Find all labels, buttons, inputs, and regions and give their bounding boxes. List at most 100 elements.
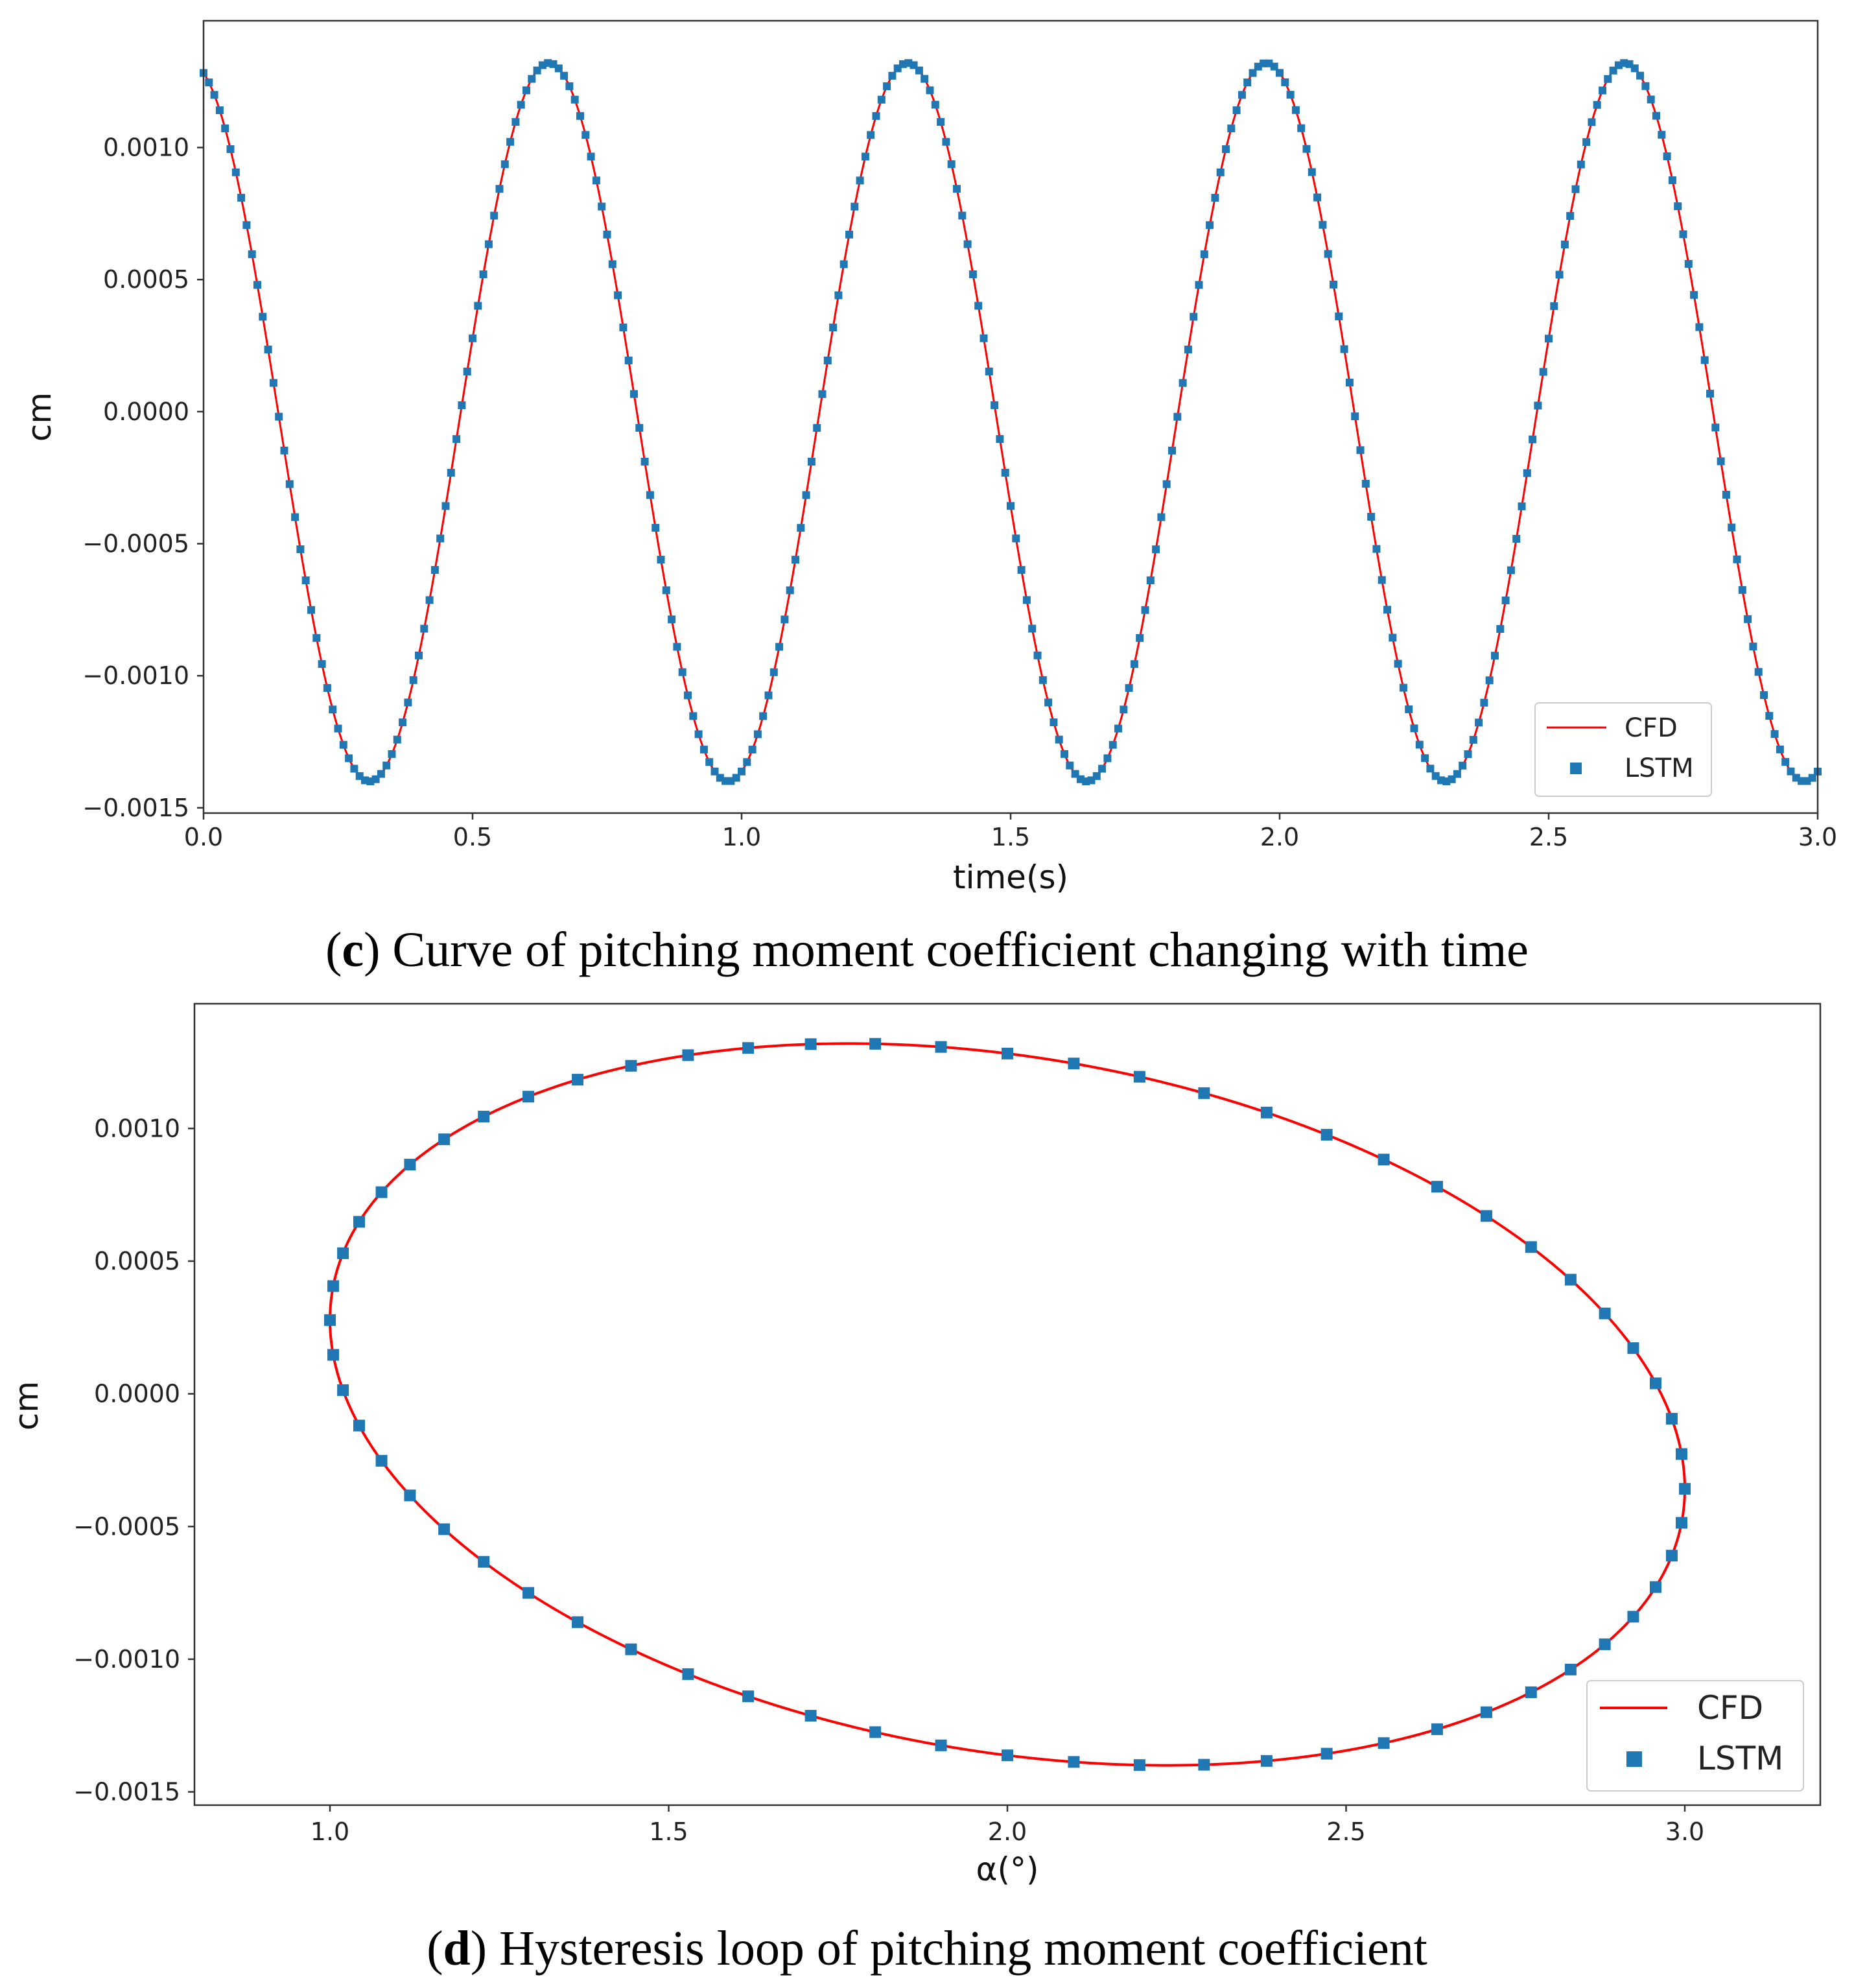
chart-c-lstm-point <box>662 586 670 595</box>
chart-c-lstm-point <box>1227 124 1236 133</box>
chart-d-caption-label: d <box>443 1921 471 1976</box>
chart-c-lstm-point <box>1276 69 1284 77</box>
chart-c-lstm-point <box>463 368 471 376</box>
chart-c-lstm-point <box>996 435 1004 444</box>
chart-c-lstm-point <box>1658 130 1666 139</box>
chart-c-lstm-point <box>1405 705 1413 713</box>
chart-c-lstm-point <box>1787 767 1795 775</box>
chart-c-x-tick-label: 0.5 <box>453 823 492 851</box>
chart-c-lstm-point <box>1022 596 1031 604</box>
chart-c-lstm-point <box>829 324 838 332</box>
chart-c-lstm-point <box>1545 335 1553 343</box>
chart-c-y-label: cm <box>21 392 58 442</box>
chart-c-lstm-point <box>248 250 256 259</box>
chart-c-lstm-point <box>296 545 305 554</box>
chart-d-lstm-point <box>1133 1759 1145 1771</box>
chart-c-lstm-point <box>1378 576 1386 584</box>
chart-c-lstm-point <box>581 131 590 139</box>
chart-d-marks <box>324 1037 1691 1771</box>
chart-c-y-tick-label: −0.0005 <box>82 530 189 558</box>
chart-c-cfd-line <box>202 62 1819 783</box>
chart-c-lstm-point <box>242 221 251 230</box>
chart-c-lstm-point <box>861 152 869 161</box>
chart-c-lstm-point <box>1308 168 1316 176</box>
chart-d-y-tick-label: −0.0010 <box>73 1645 180 1674</box>
chart-d-lstm-point <box>1599 1307 1611 1319</box>
chart-c-y-tick-label: −0.0010 <box>82 661 189 690</box>
chart-c-lstm-point <box>1781 758 1790 766</box>
chart-d-lstm-point <box>1525 1686 1537 1698</box>
chart-d-lstm-point <box>478 1556 490 1568</box>
chart-c-lstm-point <box>1577 160 1585 169</box>
chart-c-lstm-point <box>694 730 703 739</box>
chart-d-lstm-point <box>337 1384 349 1396</box>
chart-c-lstm-point <box>1017 565 1026 574</box>
chart-c-lstm-point <box>307 606 315 614</box>
chart-d-x-tick-label: 3.0 <box>1665 1817 1704 1846</box>
chart-c-lstm-point <box>1512 534 1521 543</box>
chart-d-lstm-point <box>1198 1758 1210 1771</box>
chart-c-lstm-point <box>968 270 977 279</box>
chart-c-lstm-point <box>275 412 283 421</box>
chart-c-lstm-point <box>974 302 983 310</box>
chart-c-lstm-point <box>743 758 751 766</box>
chart-c-lstm-point <box>1636 71 1645 80</box>
chart-c-lstm-point <box>1141 606 1149 614</box>
chart-c-lstm-point <box>963 240 972 248</box>
chart-c-lstm-point <box>1582 138 1591 147</box>
chart-c-lstm-point <box>226 145 235 154</box>
chart-c-lstm-point <box>1507 566 1515 574</box>
chart-c-lstm-point <box>1480 698 1488 707</box>
chart-c-lstm-point <box>872 112 880 120</box>
chart-c-lstm-point <box>834 291 843 300</box>
chart-c-lstm-point <box>1770 730 1779 739</box>
chart-d-lstm-point <box>478 1111 490 1123</box>
chart-d-lstm-point <box>935 1041 947 1053</box>
chart-c-lstm-point <box>528 75 536 83</box>
chart-c-lstm-point <box>1297 124 1306 132</box>
chart-c-lstm-point <box>237 193 246 202</box>
chart-c-lstm-point <box>1109 740 1117 749</box>
chart-c-lstm-point <box>1485 676 1494 685</box>
chart-c-lstm-point <box>1206 221 1214 230</box>
chart-c-lstm-point <box>608 260 616 268</box>
chart-c-lstm-point <box>1055 735 1063 744</box>
chart-c-lstm-point <box>301 576 310 585</box>
chart-c-legend-lstm-swatch <box>1570 763 1582 774</box>
chart-c-lstm-point <box>1038 676 1047 684</box>
chart-d-lstm-point <box>1675 1517 1687 1529</box>
chart-c-y-tick-label: 0.0000 <box>103 397 189 426</box>
chart-c-lstm-point <box>985 367 993 375</box>
chart-c-lstm-point <box>823 356 832 364</box>
chart-c-lstm-point <box>813 423 821 432</box>
chart-c-x-tick-label: 0.0 <box>184 823 223 851</box>
chart-c-lstm-point <box>1195 281 1203 289</box>
chart-c-lstm-point <box>624 356 633 364</box>
chart-c-lstm-point <box>651 524 660 532</box>
chart-c-lstm-point <box>1776 745 1784 753</box>
chart-c-lstm-point <box>1426 764 1435 773</box>
chart-c-lstm-point <box>947 160 956 169</box>
chart-d-lstm-point <box>1679 1483 1691 1495</box>
chart-d-lstm-point <box>572 1074 584 1086</box>
chart-c-lstm-point <box>1630 64 1639 73</box>
chart-c-lstm-point <box>657 556 665 564</box>
chart-c-lstm-point <box>1722 490 1730 499</box>
chart-d-lstm-point <box>1627 1611 1639 1623</box>
chart-c-lstm-point <box>1249 69 1257 77</box>
chart-c-lstm-point <box>775 643 784 651</box>
chart-c-lstm-point <box>592 176 600 185</box>
chart-c-lstm-point <box>1200 250 1208 259</box>
chart-c-lstm-point <box>1679 230 1687 239</box>
chart-c-lstm-point <box>399 718 407 727</box>
chart-c-lstm-point <box>388 750 396 758</box>
chart-c-lstm-point <box>839 260 848 268</box>
chart-c-lstm-point <box>1700 356 1709 364</box>
chart-d-y-tick-label: 0.0005 <box>94 1247 180 1275</box>
chart-c-lstm-point <box>1808 774 1816 782</box>
chart-c-lstm-point <box>1050 718 1058 727</box>
chart-d-y-tick-label: −0.0015 <box>73 1778 180 1806</box>
chart-c-lstm-point <box>1491 652 1499 660</box>
chart-c-lstm-point <box>570 95 579 104</box>
chart-c-lstm-point <box>517 101 525 109</box>
